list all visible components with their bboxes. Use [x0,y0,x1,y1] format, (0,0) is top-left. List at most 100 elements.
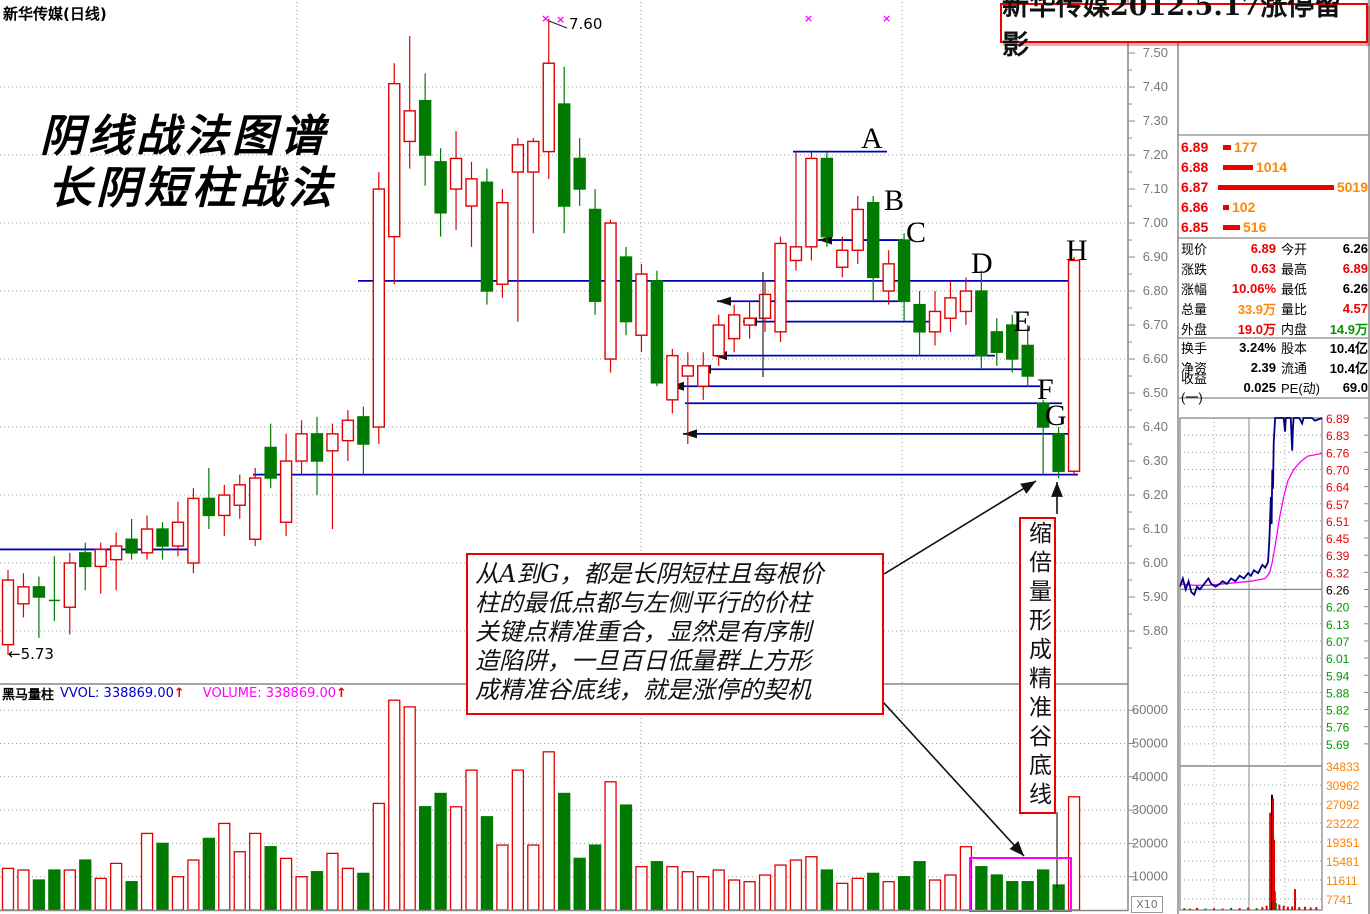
magenta-x-marker-icon: × [556,13,566,26]
price-axis-label: 6.90 [1143,249,1168,264]
volume-bar [496,844,509,911]
mini-volume-label: 30962 [1326,779,1360,793]
volume-bar [32,879,46,911]
stat-label: 股本 [1281,341,1308,357]
volume-axis-label: 50000 [1132,736,1168,751]
candle-body [1067,259,1081,472]
annotation-line: 柱的最低点都与左侧平行的价柱 [475,589,811,617]
arrowhead-icon [1009,841,1024,856]
price-axis-label: 7.50 [1143,45,1168,60]
candle-body [635,273,648,336]
order-book-qty: 516 [1243,219,1267,235]
annotation-text-box: 从A到G，都是长阴短柱且每根价 柱的最低点都与左侧平行的价柱 关键点精准重合，显… [466,553,884,715]
order-book-volume-bar [1223,224,1240,230]
volume-bar [233,851,246,911]
candle-body [789,246,803,262]
mini-price-label: 6.45 [1326,532,1350,546]
annotation-arrow [882,701,1025,857]
vertical-annotation-text: 缩倍量形成精准谷底线 [1024,520,1051,811]
stat-value: 4.57 [1342,300,1368,316]
price-axis-label: 5.80 [1143,623,1168,638]
candle-body [109,545,123,561]
candle-body [32,586,46,598]
volume-bar [913,861,926,911]
volume-bar [851,877,864,911]
volume-bar [48,869,61,911]
stat-label: 内盘 [1281,321,1308,337]
volume-bar [774,864,787,911]
candle-body [666,354,679,401]
volume-bar [125,881,138,911]
volume-bar [743,881,756,911]
stat-label: 涨幅 [1181,281,1208,297]
volume-bar [171,876,185,911]
stat-label: PE(动) [1281,380,1321,396]
mini-price-label: 6.39 [1326,549,1350,563]
volume-bar [279,857,293,911]
candle-letter-marker-G: G [1045,399,1067,432]
volume-bar [697,876,710,911]
stat-value: 14.9万 [1329,321,1368,337]
annotation-arrow [883,480,1037,575]
candle-body [913,303,926,333]
order-book-volume-bar [1223,204,1229,210]
order-book-price: 6.89 [1181,139,1209,155]
stat-value: 3.24% [1239,340,1276,356]
candle-body [573,157,586,190]
price-axis-label: 6.50 [1143,385,1168,400]
candle-body [805,157,818,248]
candle-letter-marker-F: F [1037,373,1054,406]
low-price-label: ←5.73 [8,645,54,663]
quote-stat-row: 现价 6.89 今开 6.26 [1181,239,1368,259]
volume-bar [712,869,725,911]
candle-body [511,144,525,173]
stat-label: 换手 [1181,341,1208,357]
order-book-volume-bar [1217,184,1334,190]
arrowhead-icon [1051,482,1063,497]
candle-letter-marker-E: E [1013,305,1032,338]
quote-stat-row: 净资 2.39 流通 10.4亿 [1181,358,1368,378]
candle-body [851,208,864,251]
candle-body [604,222,617,360]
mini-volume-label: 7741 [1326,893,1353,907]
mini-price-label: 5.69 [1326,738,1350,752]
mini-price-label: 6.07 [1326,635,1350,649]
candle-body [171,521,185,547]
intraday-volume-border [1179,765,1323,911]
price-axis-label: 6.00 [1143,555,1168,570]
stat-label: 净资 [1181,361,1208,377]
watermark-line-1: 阴线战法图谱 [40,111,328,162]
candle-body [619,256,633,323]
magenta-x-marker-icon: × [541,12,551,25]
mini-price-label: 6.13 [1326,618,1350,632]
volume-bar [619,804,633,911]
left-arrowhead-icon [717,296,731,306]
order-book-row: 6.85 516 [1181,217,1368,237]
mini-price-label: 6.32 [1326,566,1350,580]
volume-up-arrow-icon: ↑ [336,685,347,701]
volume-bar [758,874,772,911]
mini-volume-label: 11611 [1326,874,1358,888]
annotation-line: 从A到G，都是长阴短柱且每根价 [475,560,824,588]
stat-value: 10.4亿 [1329,361,1368,377]
volume-bar [511,769,524,911]
intraday-pane-border [1179,417,1323,767]
volume-bar [17,869,30,911]
candle-body [1052,433,1065,472]
volume-bar [897,876,911,911]
order-book-row: 6.87 5019 [1181,177,1368,197]
order-book-volume-bar [1223,144,1231,150]
volume-bar [480,816,494,911]
volume-bar [990,874,1003,911]
stat-value: 6.26 [1342,280,1368,296]
candle-body [310,433,324,462]
candle-body [897,239,911,302]
candle-body [218,494,231,517]
stat-label: 外盘 [1181,321,1208,337]
volume-bar [449,806,463,911]
volume-bar [434,792,447,911]
volume-unit-badge: X10 [1131,896,1163,913]
volume-axis-label: 60000 [1132,702,1168,717]
candle-body [480,181,494,292]
